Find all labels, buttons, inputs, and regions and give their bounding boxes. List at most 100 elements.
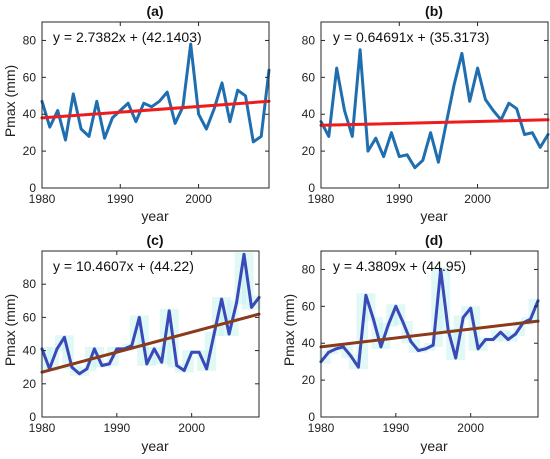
data-point xyxy=(402,322,405,324)
trend-line xyxy=(40,312,261,374)
data-point xyxy=(183,369,185,372)
x-axis-label: year xyxy=(141,208,169,224)
data-point xyxy=(103,137,106,139)
data-point xyxy=(131,344,133,347)
panel-b: (b) y = 0.64691x + (35.3173) year 1980 19… xyxy=(302,3,550,224)
data-point xyxy=(327,351,330,354)
x-tick-label: 1980 xyxy=(29,421,56,435)
data-point xyxy=(357,366,360,369)
data-point xyxy=(205,368,208,370)
data-point xyxy=(138,316,141,319)
x-tick-label: 1990 xyxy=(382,421,409,435)
regression-equation: y = 10.4607x + (44.22) xyxy=(53,258,194,274)
trend-line xyxy=(40,99,271,120)
y-axis-label: Pmax (mm) xyxy=(2,294,18,366)
data-point xyxy=(101,364,103,367)
data-point xyxy=(365,294,367,297)
data-point xyxy=(429,131,432,134)
panel-d: (d) y = 4.3809x + (44.95) Pmax (mm) year… xyxy=(281,232,540,454)
y-axis-label: Pmax (mm) xyxy=(2,65,18,137)
data-point xyxy=(205,128,208,130)
data-point xyxy=(228,333,230,335)
data-series-line xyxy=(40,42,271,144)
data-point xyxy=(414,166,416,169)
y-tick-label: 20 xyxy=(23,377,37,391)
data-point xyxy=(260,135,263,138)
y-tick-label: 20 xyxy=(302,144,316,158)
data-point xyxy=(461,52,463,55)
data-point xyxy=(514,333,517,335)
y-tick-label: 0 xyxy=(29,410,36,424)
data-point xyxy=(213,107,215,110)
panel-title: (d) xyxy=(425,232,443,248)
plot-area xyxy=(40,251,261,417)
data-point xyxy=(236,89,239,91)
data-point xyxy=(469,307,472,310)
data-point xyxy=(190,351,193,354)
data-point xyxy=(515,107,518,110)
data-point xyxy=(96,100,98,103)
x-tick-label: 2000 xyxy=(178,421,205,435)
data-point xyxy=(49,126,51,128)
data-point xyxy=(64,139,67,141)
data-point xyxy=(390,131,393,134)
data-point xyxy=(198,351,200,354)
y-tick-label: 60 xyxy=(302,299,316,313)
data-point xyxy=(189,43,192,45)
axes-box xyxy=(320,21,549,189)
panel-c: (c) y = 10.4607x + (44.22) Pmax (mm) yea… xyxy=(2,232,261,454)
data-point xyxy=(153,348,155,350)
data-point xyxy=(335,67,338,69)
panel-title: (c) xyxy=(146,232,163,248)
data-point xyxy=(168,310,170,312)
data-point xyxy=(484,98,487,101)
data-point xyxy=(111,117,114,119)
data-point xyxy=(476,67,479,69)
data-point xyxy=(375,137,377,139)
data-point xyxy=(453,83,455,86)
regression-equation: y = 4.3809x + (44.95) xyxy=(333,258,466,274)
data-point xyxy=(454,357,457,359)
data-point xyxy=(116,348,118,350)
data-point xyxy=(484,338,487,341)
x-tick-label: 1980 xyxy=(29,192,56,206)
y-tick-label: 0 xyxy=(29,181,36,195)
panel-title: (b) xyxy=(425,3,443,19)
data-point xyxy=(343,109,346,112)
y-tick-label: 80 xyxy=(302,262,316,276)
data-point xyxy=(63,336,66,339)
data-point xyxy=(71,366,73,369)
data-point xyxy=(410,340,412,343)
y-tick-label: 60 xyxy=(302,70,316,84)
data-point xyxy=(417,349,420,352)
data-point xyxy=(166,91,168,93)
data-point xyxy=(351,135,354,138)
data-point xyxy=(56,348,58,350)
x-tick-label: 2000 xyxy=(464,192,491,206)
data-point xyxy=(160,361,163,364)
y-tick-label: 60 xyxy=(23,310,37,324)
data-point xyxy=(175,364,178,367)
data-point xyxy=(499,331,502,334)
data-point xyxy=(88,135,90,138)
data-point xyxy=(108,363,111,365)
y-tick-label: 60 xyxy=(23,70,37,84)
data-point xyxy=(143,102,145,104)
data-point xyxy=(197,113,200,115)
plot-area xyxy=(319,22,550,188)
y-tick-label: 40 xyxy=(302,336,316,350)
x-axis-label: year xyxy=(420,438,448,454)
y-axis-label: Pmax (mm) xyxy=(281,294,297,366)
data-point xyxy=(213,333,215,335)
data-point xyxy=(342,346,345,348)
y-tick-label: 40 xyxy=(23,344,37,358)
data-point xyxy=(229,120,231,123)
panel-a: (a) y = 2.7382x + (42.1403) Pmax (mm) ye… xyxy=(2,3,271,224)
axes-box xyxy=(320,250,539,418)
data-point xyxy=(221,82,223,84)
data-point xyxy=(243,253,245,256)
data-point xyxy=(244,95,247,97)
data-point xyxy=(328,135,330,138)
x-axis-label: year xyxy=(141,438,169,454)
